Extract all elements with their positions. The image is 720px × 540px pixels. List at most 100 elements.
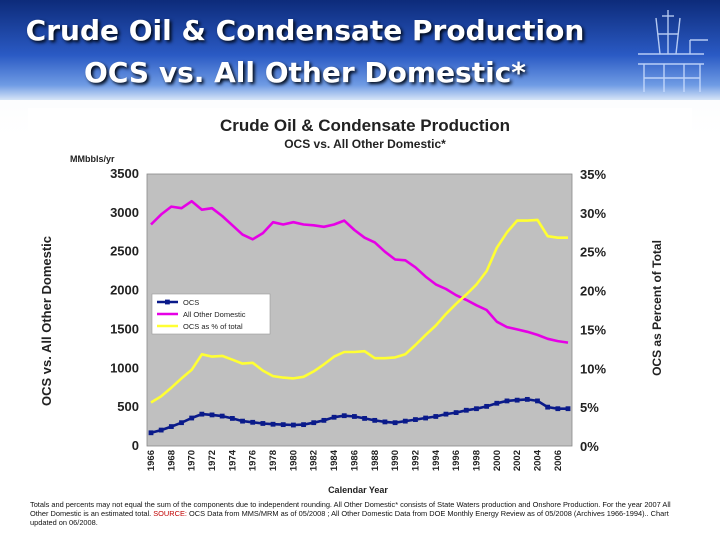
data-point-ocs bbox=[199, 411, 205, 417]
y-axis-right-label: OCS as Percent of Total bbox=[650, 240, 664, 376]
x-tick-label: 1980 bbox=[288, 450, 299, 471]
x-tick-label: 1992 bbox=[410, 450, 421, 471]
y-left-tick-label: 3000 bbox=[110, 205, 139, 220]
y-right-tick-label: 25% bbox=[580, 245, 606, 260]
slide-title-line1: Crude Oil & Condensate Production bbox=[25, 14, 585, 47]
x-tick-label: 1976 bbox=[248, 450, 259, 471]
data-point-ocs bbox=[270, 421, 276, 427]
x-axis-label: Calendar Year bbox=[328, 485, 388, 495]
slide-title-line2: OCS vs. All Other Domestic* bbox=[84, 56, 526, 89]
y-right-tick-label: 15% bbox=[580, 322, 606, 337]
x-tick-label: 1988 bbox=[370, 450, 381, 471]
data-point-ocs bbox=[341, 413, 347, 419]
slide-header: Crude Oil & Condensate Production OCS vs… bbox=[0, 0, 720, 100]
data-point-ocs bbox=[148, 430, 154, 436]
data-point-ocs bbox=[474, 406, 479, 412]
y-units-label: MMbbls/yr bbox=[70, 154, 115, 164]
series-line-all-other-domestic bbox=[150, 199, 569, 344]
data-point-ocs bbox=[453, 410, 459, 415]
x-tick-label: 1982 bbox=[309, 450, 320, 471]
data-point-ocs bbox=[352, 414, 357, 419]
data-point-ocs bbox=[189, 415, 195, 421]
y-right-tick-label: 5% bbox=[580, 400, 599, 415]
data-point-ocs bbox=[331, 414, 337, 420]
data-point-ocs bbox=[484, 403, 490, 409]
legend-marker bbox=[165, 299, 170, 305]
footnote-source-label: SOURCE: bbox=[153, 509, 187, 518]
data-point-ocs bbox=[433, 414, 439, 419]
data-point-ocs bbox=[443, 411, 449, 417]
y-left-tick-label: 1000 bbox=[110, 360, 139, 375]
x-tick-label: 2006 bbox=[553, 450, 564, 471]
data-point-ocs bbox=[168, 424, 174, 429]
data-point-ocs bbox=[565, 406, 571, 412]
x-tick-label: 1978 bbox=[268, 450, 279, 471]
x-tick-label: 1974 bbox=[227, 449, 238, 471]
data-point-ocs bbox=[382, 419, 388, 425]
data-point-ocs bbox=[290, 422, 296, 428]
data-point-ocs bbox=[494, 400, 500, 406]
legend: OCS All Other Domestic OCS as % of total bbox=[151, 293, 271, 335]
x-tick-label: 1984 bbox=[329, 449, 340, 471]
y-left-tick-label: 0 bbox=[132, 438, 139, 453]
x-tick-label: 1966 bbox=[146, 450, 157, 471]
y-right-tick-label: 30% bbox=[580, 206, 606, 221]
data-point-ocs bbox=[413, 417, 418, 422]
data-point-ocs bbox=[524, 396, 530, 402]
data-point-ocs bbox=[209, 412, 215, 418]
data-point-ocs bbox=[555, 406, 561, 412]
x-tick-label: 1996 bbox=[451, 450, 462, 471]
x-tick-label: 1986 bbox=[349, 450, 360, 471]
data-point-ocs bbox=[250, 419, 256, 425]
x-tick-label: 1990 bbox=[390, 450, 401, 471]
data-point-ocs bbox=[280, 422, 286, 428]
data-point-ocs bbox=[158, 427, 164, 433]
data-point-ocs bbox=[514, 397, 520, 403]
data-point-ocs bbox=[321, 417, 327, 423]
y-left-tick-label: 1500 bbox=[110, 321, 139, 336]
data-point-ocs bbox=[240, 418, 245, 424]
chart-subtitle: OCS vs. All Other Domestic* bbox=[284, 137, 446, 151]
x-tick-label: 2004 bbox=[532, 449, 543, 471]
data-point-ocs bbox=[392, 420, 398, 426]
legend-entry: All Other Domestic bbox=[183, 310, 246, 319]
data-point-ocs bbox=[362, 416, 367, 421]
data-point-ocs bbox=[463, 407, 469, 413]
x-tick-label: 1972 bbox=[207, 450, 218, 471]
data-point-ocs bbox=[301, 422, 306, 428]
y-right-tick-label: 0% bbox=[580, 439, 599, 454]
oil-rig-icon bbox=[638, 10, 708, 92]
footnote-text: Totals and percents may not equal the su… bbox=[30, 500, 671, 518]
footnote-source-text: OCS Data from MMS/MRM as of 05/2008 ; Al… bbox=[30, 509, 669, 527]
legend-entry: OCS bbox=[183, 298, 199, 307]
data-point-ocs bbox=[311, 420, 317, 426]
x-tick-label: 2002 bbox=[512, 450, 523, 471]
x-tick-label: 1998 bbox=[471, 450, 482, 471]
data-point-ocs bbox=[535, 398, 540, 404]
data-point-ocs bbox=[260, 421, 266, 426]
y-left-tick-label: 2000 bbox=[110, 283, 139, 298]
y-right-tick-label: 35% bbox=[580, 167, 606, 182]
data-point-ocs bbox=[545, 404, 551, 410]
x-tick-label: 1994 bbox=[431, 449, 442, 471]
y-right-tick-label: 10% bbox=[580, 361, 606, 376]
production-chart: Crude Oil & Condensate Production OCS vs… bbox=[39, 116, 664, 495]
y-right-tick-label: 20% bbox=[580, 284, 606, 299]
footnote: Totals and percents may not equal the su… bbox=[30, 500, 690, 527]
series-line-ocs-as-of-total bbox=[150, 218, 568, 404]
data-point-ocs bbox=[402, 418, 408, 424]
x-tick-label: 2000 bbox=[492, 450, 503, 471]
y-left-tick-label: 2500 bbox=[110, 244, 139, 259]
chart-panel: Crude Oil & Condensate Production OCS vs… bbox=[28, 108, 692, 532]
y-left-tick-label: 3500 bbox=[110, 166, 139, 181]
y-axis-left-label: OCS vs. All Other Domestic bbox=[39, 236, 54, 406]
y-left-tick-label: 500 bbox=[117, 399, 139, 414]
data-point-ocs bbox=[504, 398, 510, 404]
x-tick-label: 1968 bbox=[166, 450, 177, 471]
data-point-ocs bbox=[219, 413, 225, 419]
legend-entry: OCS as % of total bbox=[183, 322, 243, 331]
data-point-ocs bbox=[229, 416, 235, 421]
chart-title: Crude Oil & Condensate Production bbox=[220, 116, 510, 135]
data-point-ocs bbox=[423, 415, 429, 421]
data-point-ocs bbox=[372, 417, 378, 423]
